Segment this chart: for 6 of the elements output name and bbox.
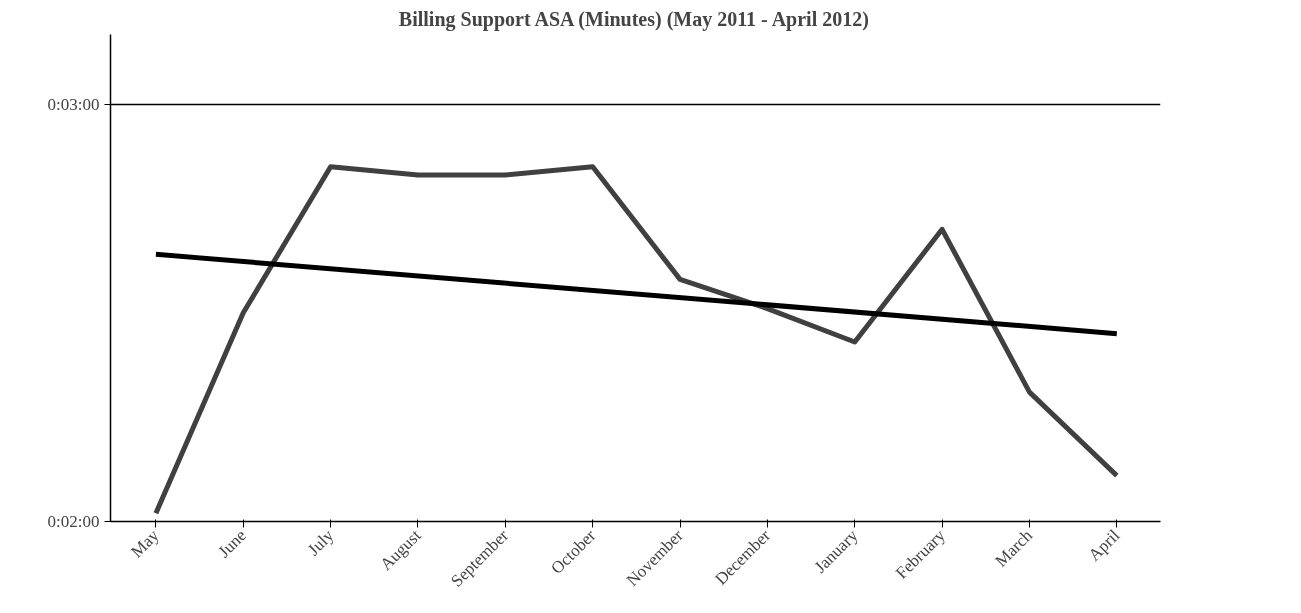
y-tick-label: 0:03:00 [47, 94, 100, 114]
y-tick-label: 0:02:00 [47, 512, 100, 531]
x-tick-label: July [303, 525, 338, 560]
x-tick-label: May [127, 525, 163, 562]
chart-title: Billing Support ASA (Minutes) (May 2011 - April 2012) [398, 7, 869, 31]
x-tick-label: June [214, 525, 250, 562]
